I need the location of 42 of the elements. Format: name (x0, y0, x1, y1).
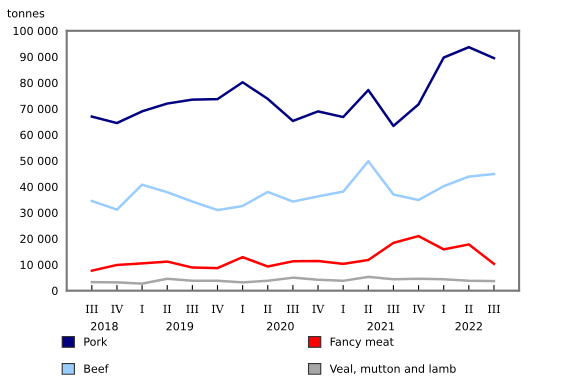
text: 2019 (166, 322, 194, 330)
x-tick-label: II (264, 304, 272, 314)
y-tick-label: 90 000 (20, 52, 58, 62)
x-tick-label: I (140, 304, 144, 314)
x-tick-label: III (86, 304, 98, 314)
text: 2018 (91, 322, 118, 330)
x-tick-label: IV (212, 304, 224, 314)
x-tick-label: I (241, 304, 244, 314)
x-tick-label: II (465, 304, 473, 314)
x-tick-label: II (364, 304, 372, 314)
line-series (90, 46, 496, 128)
x-tick-label: III (488, 304, 500, 314)
x-tick-label: IV (412, 304, 425, 314)
y-tick-label: 10 000 (20, 260, 58, 270)
y-tick-label: 70 000 (20, 104, 58, 114)
y-tick-label: 30 000 (20, 208, 58, 218)
x-tick-label: I (442, 304, 446, 314)
y-tick-label: 60 000 (20, 130, 58, 140)
x-tick-label: IV (111, 304, 124, 314)
y-axis-title: tonnes (7, 10, 44, 18)
y-tick-label: 100 000 (14, 26, 58, 36)
line-series (90, 160, 496, 212)
x-tick-label: IV (312, 304, 324, 314)
y-tick-label: 20 000 (20, 234, 58, 244)
y-tick-label: 40 000 (20, 182, 58, 192)
legend-label: Fancy meat (330, 338, 394, 348)
legend-label: Veal, mutton and lamb (330, 364, 456, 374)
y-tick-label: 80 000 (20, 78, 58, 88)
x-tick-label: III (286, 304, 299, 314)
x-tick-label: I (342, 304, 345, 314)
x-tick-label: II (163, 304, 172, 314)
y-tick-label: 0 (52, 286, 58, 296)
line-series (90, 234, 496, 272)
legend-label: Beef (84, 364, 109, 373)
y-tick-label: 50 000 (20, 156, 58, 166)
text: 2020 (267, 322, 294, 330)
text: 2022 (456, 322, 482, 330)
line-series (90, 276, 496, 285)
text: 2021 (368, 322, 394, 330)
x-tick-label: III (387, 304, 400, 314)
x-tick-label: III (186, 304, 198, 314)
legend-label: Pork (84, 337, 108, 346)
